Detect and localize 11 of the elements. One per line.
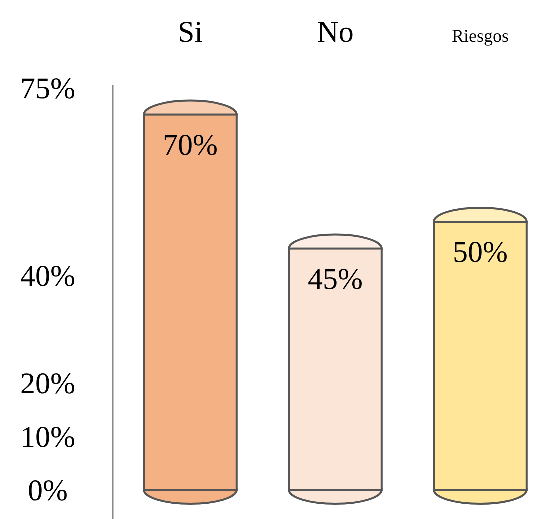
data-label: 50% bbox=[453, 236, 508, 269]
y-tick-label: 10% bbox=[20, 420, 76, 454]
y-tick-label: 75% bbox=[20, 72, 76, 106]
y-tick-label: 0% bbox=[28, 474, 68, 508]
data-label: 70% bbox=[163, 128, 218, 162]
x-tick-label: Si bbox=[178, 16, 204, 49]
y-tick-label: 20% bbox=[20, 367, 76, 400]
data-label: 45% bbox=[308, 262, 363, 296]
y-tick-label: 40% bbox=[20, 260, 76, 294]
x-tick-label: Riesgos bbox=[452, 26, 510, 46]
x-tick-label: No bbox=[317, 16, 354, 49]
